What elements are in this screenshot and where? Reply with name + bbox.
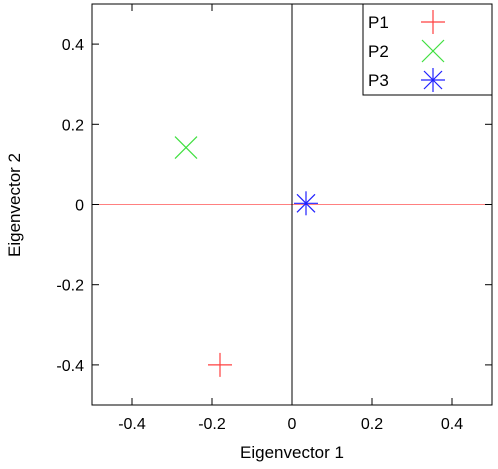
plot-area: -0.4 -0.2 0 0.2 0.4 -0.4 -0.2 0 0.2 0.4 P1 P2 P3 [56,3,493,433]
y-tick-label: 0 [75,198,84,215]
y-tick-label: -0.2 [56,278,84,295]
x-tick-label: -0.4 [118,416,146,433]
x-tick-label: 0.4 [441,416,463,433]
x-tick-label: 0 [288,416,297,433]
legend-label-p2: P2 [368,42,389,61]
data-point-p1 [208,352,232,377]
legend-marker-p3 [421,68,445,92]
data-point-p3 [294,191,318,216]
data-point-p2 [174,136,198,159]
y-tick-label: 0.4 [62,37,84,54]
y-axis-title: Eigenvector 2 [5,153,24,257]
y-tick-label: 0.2 [62,117,84,134]
legend-marker-p1 [421,10,445,34]
x-tick-label: 0.2 [361,416,383,433]
legend-marker-p2 [421,39,445,63]
x-axis-title: Eigenvector 1 [240,443,344,462]
legend-label-p3: P3 [368,71,389,90]
x-tick-label: -0.2 [198,416,226,433]
legend-label-p1: P1 [368,13,389,32]
y-tick-label: -0.4 [56,358,84,375]
plot-frame [91,3,493,406]
